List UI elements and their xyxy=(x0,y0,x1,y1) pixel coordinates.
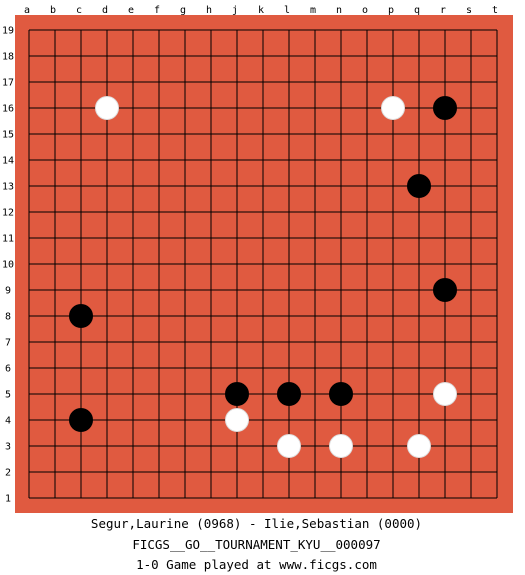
white-stone-j4 xyxy=(225,408,249,432)
row-label: 15 xyxy=(2,130,14,141)
row-label: 3 xyxy=(5,442,11,453)
column-label: d xyxy=(102,5,108,16)
row-label: 19 xyxy=(2,26,14,37)
column-label: k xyxy=(258,5,264,16)
row-label: 10 xyxy=(2,260,14,271)
column-label: h xyxy=(206,5,212,16)
black-stone-n5 xyxy=(329,382,353,406)
column-label: q xyxy=(414,5,420,16)
column-label: t xyxy=(492,5,498,16)
row-label: 4 xyxy=(5,416,11,427)
column-label: m xyxy=(310,5,316,16)
row-label: 18 xyxy=(2,52,14,63)
black-stone-r9 xyxy=(433,278,457,302)
column-label: l xyxy=(284,5,290,16)
white-stone-l3 xyxy=(277,434,301,458)
white-stone-r5 xyxy=(433,382,457,406)
row-label: 11 xyxy=(2,234,14,245)
players-caption: Segur,Laurine (0968) - Ilie,Sebastian (0… xyxy=(90,516,423,531)
row-label: 13 xyxy=(2,182,14,193)
row-label: 16 xyxy=(2,104,14,115)
row-label: 9 xyxy=(5,286,11,297)
black-stone-j5 xyxy=(225,382,249,406)
column-label: f xyxy=(154,5,160,16)
column-label: g xyxy=(180,5,186,16)
column-label: o xyxy=(362,5,368,16)
event-caption: FICGS__GO__TOURNAMENT_KYU__000097 xyxy=(132,537,381,552)
white-stone-d16 xyxy=(95,96,119,120)
black-stone-l5 xyxy=(277,382,301,406)
row-label: 1 xyxy=(5,494,11,505)
row-label: 6 xyxy=(5,364,11,375)
row-label: 5 xyxy=(5,390,11,401)
column-label: a xyxy=(24,5,30,16)
white-stone-p16 xyxy=(381,96,405,120)
column-label: s xyxy=(466,5,472,16)
result-caption: 1-0 Game played at www.ficgs.com xyxy=(136,557,377,572)
column-label: e xyxy=(128,5,134,16)
row-label: 7 xyxy=(5,338,11,349)
column-label: c xyxy=(76,5,82,16)
black-stone-q13 xyxy=(407,174,431,198)
go-board: a b c d e f g h j k l m n o p q r s t 19 18 17 16 15 14 13 12 11 10 9… xyxy=(2,5,513,513)
black-stone-c4 xyxy=(69,408,93,432)
column-label: b xyxy=(50,5,56,16)
column-label: r xyxy=(440,5,446,16)
row-label: 2 xyxy=(5,468,11,479)
column-label: n xyxy=(336,5,342,16)
row-label: 17 xyxy=(2,78,14,89)
white-stone-q3 xyxy=(407,434,431,458)
white-stone-n3 xyxy=(329,434,353,458)
row-label: 8 xyxy=(5,312,11,323)
black-stone-c8 xyxy=(69,304,93,328)
column-label: p xyxy=(388,5,394,16)
row-label: 14 xyxy=(2,156,14,167)
black-stone-r16 xyxy=(433,96,457,120)
column-label: j xyxy=(232,5,238,16)
go-board-svg: a b c d e f g h j k l m n o p q r s t191817161514131211109… xyxy=(2,5,513,513)
row-label: 12 xyxy=(2,208,14,219)
